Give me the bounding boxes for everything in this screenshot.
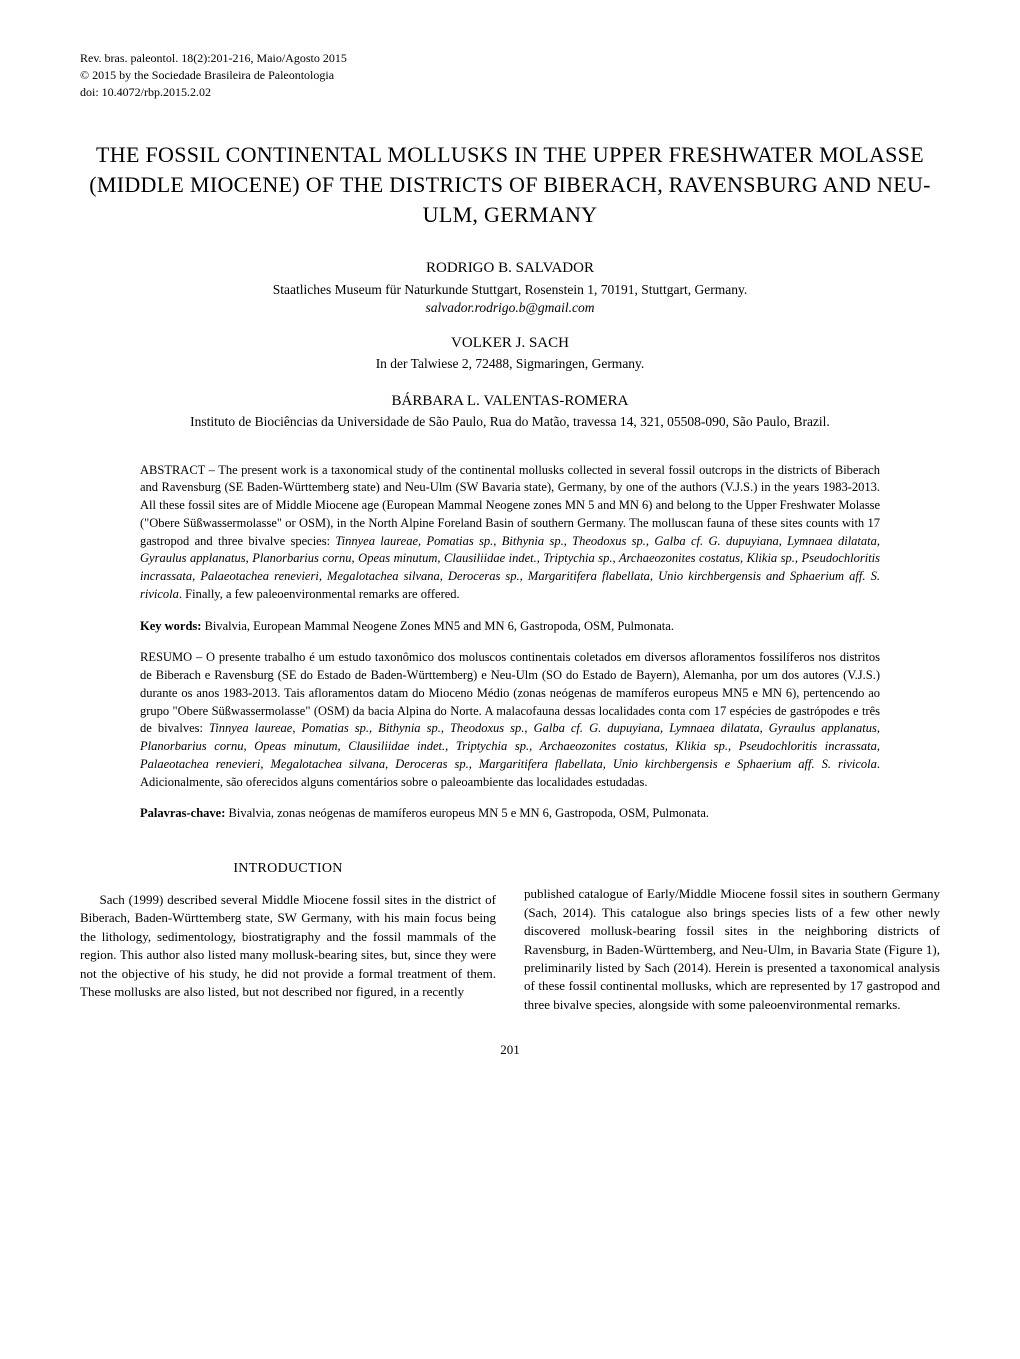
author-block-2: VOLKER J. SACH In der Talwiese 2, 72488,…: [80, 332, 940, 374]
abstract-pt: RESUMO – O presente trabalho é um estudo…: [140, 649, 880, 791]
keywords-text: Bivalvia, European Mammal Neogene Zones …: [205, 619, 674, 633]
page-number: 201: [80, 1042, 940, 1058]
article-title: THE FOSSIL CONTINENTAL MOLLUSKS IN THE U…: [80, 140, 940, 229]
copyright-line: © 2015 by the Sociedade Brasileira de Pa…: [80, 67, 940, 84]
author-name: RODRIGO B. SALVADOR: [80, 257, 940, 280]
journal-line: Rev. bras. paleontol. 18(2):201-216, Mai…: [80, 50, 940, 67]
keywords-label: Key words:: [140, 619, 205, 633]
author-block-1: RODRIGO B. SALVADOR Staatliches Museum f…: [80, 257, 940, 315]
journal-header: Rev. bras. paleontol. 18(2):201-216, Mai…: [80, 50, 940, 100]
keywords-pt: Palavras-chave: Bivalvia, zonas neógenas…: [140, 805, 880, 823]
keywords-en: Key words: Bivalvia, European Mammal Neo…: [140, 618, 880, 636]
resumo-species-list: Tinnyea laureae, Pomatias sp., Bithynia …: [140, 721, 880, 771]
resumo-label: RESUMO –: [140, 650, 206, 664]
introduction-heading: INTRODUCTION: [80, 859, 496, 879]
doi-line: doi: 10.4072/rbp.2015.2.02: [80, 84, 940, 101]
author-email: salvador.rodrigo.b@gmail.com: [80, 300, 940, 316]
intro-paragraph-left: Sach (1999) described several Middle Mio…: [80, 891, 496, 1002]
author-block-3: BÁRBARA L. VALENTAS-ROMERA Instituto de …: [80, 390, 940, 432]
body-columns: INTRODUCTION Sach (1999) described sever…: [80, 837, 940, 1014]
author-affiliation: Staatliches Museum für Naturkunde Stuttg…: [80, 280, 940, 300]
column-left: INTRODUCTION Sach (1999) described sever…: [80, 837, 496, 1014]
abstract-en: ABSTRACT – The present work is a taxonom…: [140, 462, 880, 604]
palavras-chave-text: Bivalvia, zonas neógenas de mamíferos eu…: [229, 806, 709, 820]
author-affiliation: Instituto de Biociências da Universidade…: [80, 412, 940, 432]
author-name: VOLKER J. SACH: [80, 332, 940, 355]
author-affiliation: In der Talwiese 2, 72488, Sigmaringen, G…: [80, 354, 940, 374]
intro-paragraph-right: published catalogue of Early/Middle Mioc…: [524, 885, 940, 1014]
abstract-text-post: . Finally, a few paleoenvironmental rema…: [179, 587, 460, 601]
abstract-section: ABSTRACT – The present work is a taxonom…: [140, 462, 880, 824]
palavras-chave-label: Palavras-chave:: [140, 806, 229, 820]
author-name: BÁRBARA L. VALENTAS-ROMERA: [80, 390, 940, 413]
column-right: published catalogue of Early/Middle Mioc…: [524, 837, 940, 1014]
abstract-label: ABSTRACT –: [140, 463, 218, 477]
